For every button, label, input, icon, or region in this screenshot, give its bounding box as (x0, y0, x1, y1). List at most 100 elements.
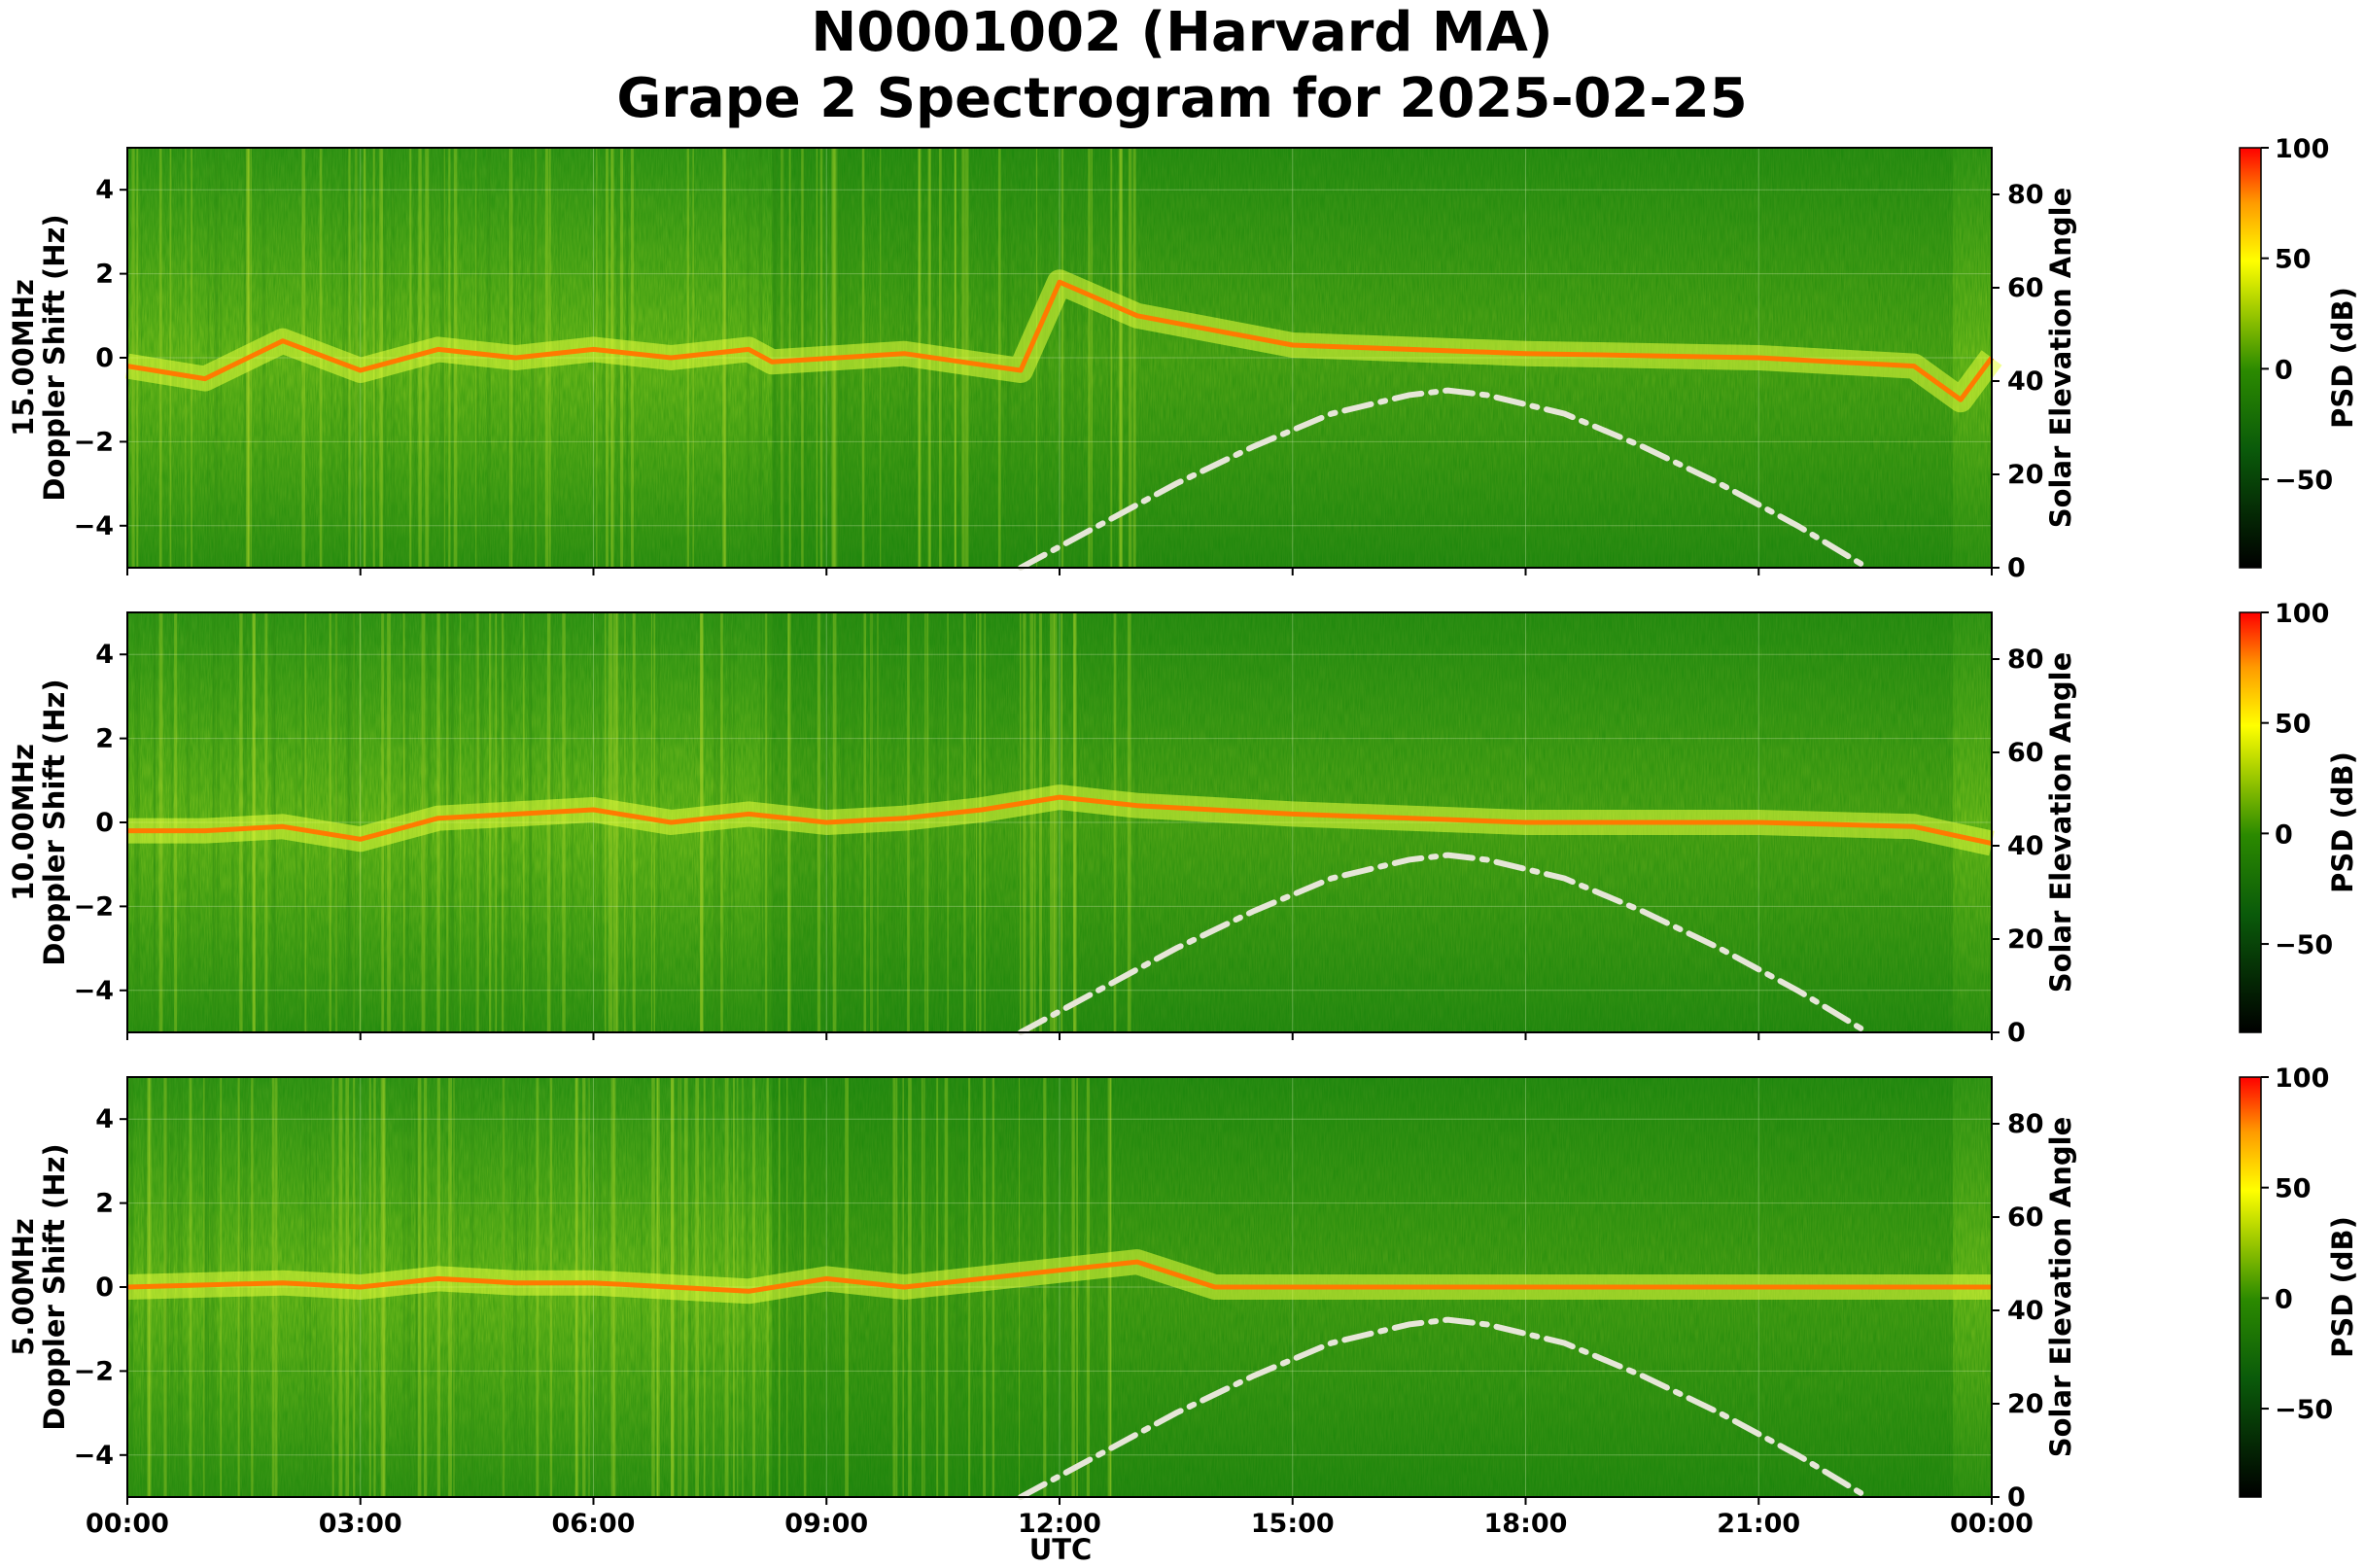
streak (1106, 1077, 1109, 1497)
x-tick-label: 03:00 (319, 1509, 402, 1539)
x-tick-label: 00:00 (86, 1509, 169, 1539)
streak (353, 612, 356, 1032)
y-tick-label: 4 (95, 640, 114, 670)
x-tick-label: 18:00 (1484, 1509, 1568, 1539)
y-label-frequency: 5.00MHz (7, 1218, 40, 1356)
streak (1045, 148, 1049, 568)
streak (1076, 1077, 1079, 1497)
streak (1064, 148, 1068, 568)
streak (1029, 612, 1034, 1032)
streak (1127, 612, 1131, 1032)
x-tick-label: 06:00 (552, 1509, 636, 1539)
colorbar-tick-label: −50 (2275, 930, 2333, 960)
doppler-trace (126, 279, 1995, 402)
streak (1067, 148, 1071, 568)
streak (1108, 148, 1112, 568)
y2-tick-label: 0 (2007, 1018, 2026, 1048)
streak (1094, 1077, 1097, 1497)
streak (1053, 612, 1056, 1032)
y2-tick-label: 20 (2007, 924, 2044, 955)
streak (1043, 1077, 1047, 1497)
streak (185, 148, 187, 568)
y2-label: Solar Elevation Angle (2044, 188, 2077, 529)
colorbar-tick-label: 100 (2275, 599, 2329, 629)
y2-tick-label: 0 (2007, 553, 2026, 583)
streak (1071, 1077, 1075, 1497)
streak (1132, 148, 1136, 568)
streak (1086, 1077, 1091, 1497)
streak (1091, 148, 1093, 568)
chart-title-line2: Grape 2 Spectrogram for 2025-02-25 (616, 67, 1747, 130)
y-tick-label: 2 (95, 260, 114, 290)
streak (346, 612, 350, 1032)
y-label-frequency: 15.00MHz (7, 279, 40, 436)
y2-tick-label: 80 (2007, 180, 2044, 210)
streak (1134, 612, 1139, 1032)
streak (1053, 612, 1055, 1032)
streak (1020, 612, 1022, 1032)
x-axis-label: UTC (1029, 1533, 1093, 1566)
streak (1113, 612, 1117, 1032)
streak (169, 148, 172, 568)
chart-title-line1: N0001002 (Harvard MA) (811, 1, 1552, 64)
streak (1042, 148, 1046, 568)
colorbar (2239, 611, 2262, 1033)
y-tick-label: 0 (95, 1272, 114, 1303)
doppler-trace (126, 1259, 1992, 1294)
colorbar-label: PSD (dB) (2326, 287, 2359, 429)
streak (982, 612, 984, 1032)
streak (353, 612, 355, 1032)
y-tick-label: 4 (95, 1104, 114, 1134)
y-tick-label: −4 (74, 1441, 114, 1471)
streak (1128, 148, 1131, 568)
streak (214, 148, 219, 568)
solar-elevation-curve (1018, 1316, 1871, 1500)
y2-tick-label: 60 (2007, 1202, 2044, 1233)
colorbar-label: PSD (dB) (2326, 751, 2359, 893)
colorbar-tick-label: −50 (2275, 466, 2333, 496)
streak (1112, 148, 1114, 568)
streak (1061, 612, 1062, 1032)
streak (1067, 1077, 1070, 1497)
streak (207, 148, 210, 568)
y2-tick-label: 80 (2007, 1109, 2044, 1139)
y-tick-label: 0 (95, 808, 114, 838)
y2-tick-label: 60 (2007, 738, 2044, 768)
streak (191, 148, 192, 568)
y2-tick-label: 60 (2007, 273, 2044, 303)
streak (335, 612, 338, 1032)
colorbar-tick-label: 50 (2275, 1174, 2312, 1204)
streak (1099, 612, 1102, 1032)
streak (1109, 1077, 1112, 1497)
colorbar-tick-label: 50 (2275, 245, 2312, 275)
streak (347, 612, 352, 1032)
y2-tick-label: 40 (2007, 1296, 2044, 1326)
streak (1128, 148, 1132, 568)
y-tick-label: 2 (95, 724, 114, 754)
streak (1050, 612, 1054, 1032)
streak (1107, 1077, 1112, 1497)
y-tick-label: −2 (74, 427, 114, 457)
y2-tick-label: 20 (2007, 460, 2044, 490)
streak (1077, 612, 1079, 1032)
y-label-doppler: Doppler Shift (Hz) (38, 1143, 71, 1430)
y2-tick-label: 20 (2007, 1389, 2044, 1419)
y2-tick-label: 0 (2007, 1482, 2026, 1513)
colorbar (2239, 147, 2262, 569)
streak (1088, 148, 1091, 568)
y-tick-label: 2 (95, 1189, 114, 1219)
y-tick-label: −4 (74, 511, 114, 541)
y-tick-label: −4 (74, 976, 114, 1006)
y-label-doppler: Doppler Shift (Hz) (38, 214, 71, 501)
colorbar-tick-label: 0 (2275, 355, 2293, 385)
streak (1073, 148, 1077, 568)
y-tick-label: 0 (95, 343, 114, 373)
streak (1080, 1077, 1084, 1497)
streak (1073, 612, 1076, 1032)
streak (1081, 1077, 1084, 1497)
x-tick-label: 21:00 (1717, 1509, 1800, 1539)
solar-elevation-curve (1018, 387, 1871, 571)
